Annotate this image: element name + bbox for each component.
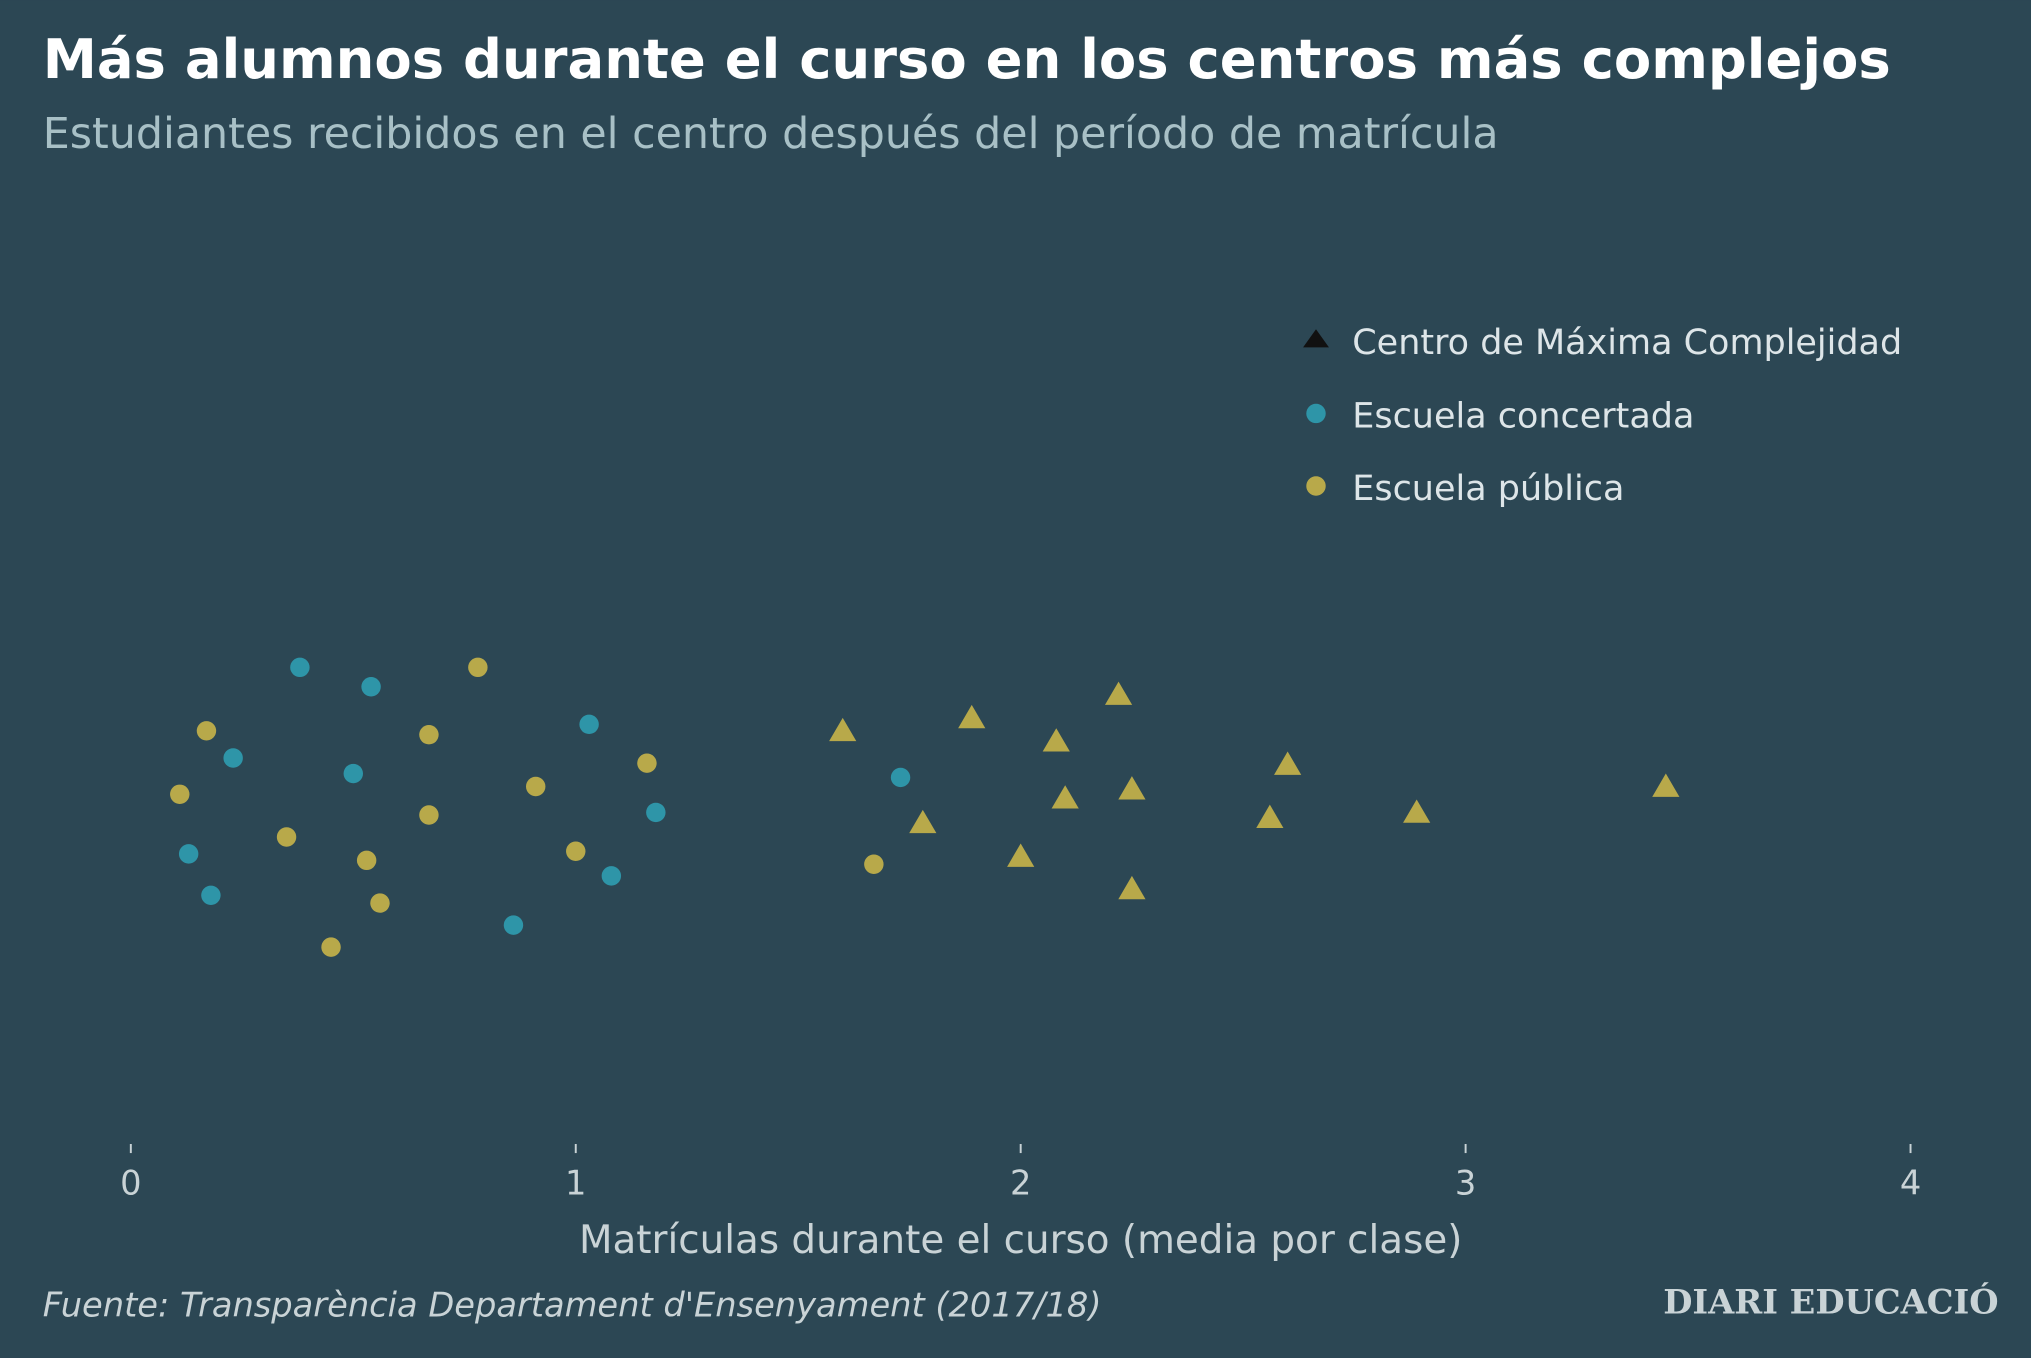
circle-point [637, 753, 657, 773]
chart-title: Más alumnos durante el curso en los cent… [43, 28, 1891, 91]
legend-label: Centro de Máxima Complejidad [1352, 323, 1902, 363]
circle-point [170, 784, 190, 804]
circle-point [468, 657, 488, 678]
chart-subtitle: Estudiantes recibidos en el centro despu… [43, 109, 1499, 159]
circle-point [601, 866, 622, 886]
legend-circle-icon [1306, 476, 1326, 496]
publisher-logo: DIARI EDUCACIÓ [1663, 1282, 1998, 1322]
triangle-point [1104, 681, 1133, 705]
legend-circle-icon [1306, 403, 1326, 424]
circle-point [276, 827, 297, 847]
circle-point [290, 657, 310, 678]
circle-point [503, 915, 524, 935]
circle-point [223, 748, 243, 768]
circle-point [196, 721, 217, 741]
circle-point [579, 714, 599, 735]
triangle-point [829, 717, 857, 742]
circle-point [525, 776, 546, 797]
circle-point [343, 763, 364, 784]
triangle-point [958, 704, 986, 729]
triangle-point [1042, 728, 1070, 752]
circle-point [890, 767, 911, 788]
triangle-point [1256, 804, 1284, 828]
circle-point [201, 885, 221, 906]
x-tick-label: 1 [565, 1164, 586, 1203]
data-points [170, 657, 1680, 957]
circle-point [646, 802, 666, 823]
triangle-point [1652, 773, 1680, 797]
triangle-point [1118, 776, 1146, 800]
circle-point [178, 844, 199, 864]
triangle-point [909, 809, 937, 834]
x-tick-label: 3 [1455, 1164, 1476, 1203]
circle-point [566, 841, 586, 861]
circle-point [321, 937, 341, 957]
triangle-point [1403, 799, 1431, 823]
legend-triangle-icon [1303, 329, 1329, 348]
x-tick-label: 2 [1010, 1164, 1031, 1203]
legend: Centro de Máxima Complejidad Escuela con… [1303, 323, 1902, 509]
x-axis: 0 1 2 3 4 [120, 1144, 1921, 1203]
circle-point [419, 805, 439, 825]
triangle-point [1118, 875, 1146, 900]
legend-label: Escuela pública [1352, 469, 1624, 509]
legend-label: Escuela concertada [1352, 397, 1694, 437]
circle-point [370, 893, 390, 913]
circle-point [361, 677, 381, 697]
triangle-point [1274, 751, 1302, 775]
source-note: Fuente: Transparència Departament d'Ense… [43, 1285, 1102, 1324]
x-tick-label: 0 [120, 1164, 141, 1203]
circle-point [419, 724, 439, 745]
triangle-point [1007, 843, 1035, 867]
triangle-point [1051, 785, 1079, 809]
x-tick-label: 4 [1900, 1164, 1921, 1203]
circle-point [864, 854, 884, 874]
x-axis-label: Matrículas durante el curso (media por c… [579, 1218, 1462, 1263]
circle-point [356, 850, 377, 871]
